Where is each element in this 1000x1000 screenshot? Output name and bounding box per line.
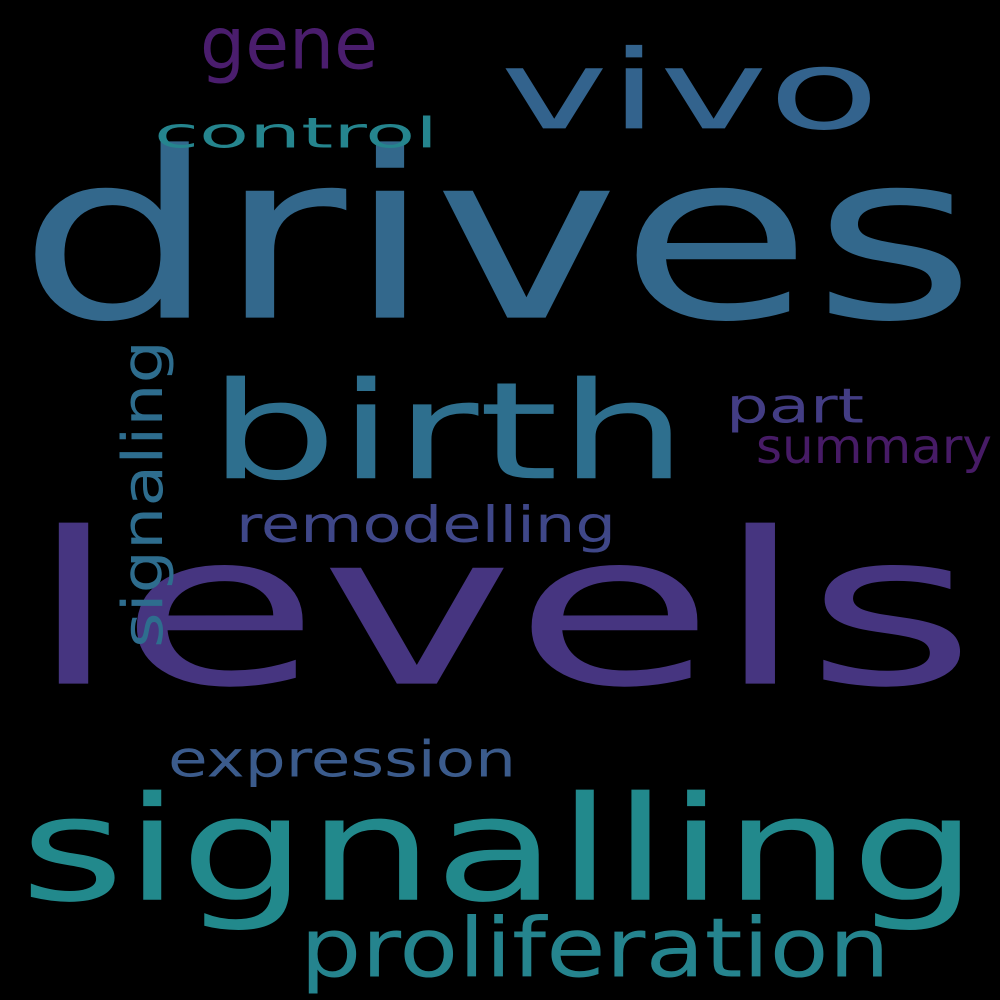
word-drives: drives: [18, 102, 976, 373]
word-signaling: signaling: [111, 339, 177, 648]
word-part: part: [726, 377, 864, 434]
word-vivo: vivo: [500, 27, 880, 155]
word-remodelling: remodelling: [236, 495, 616, 555]
word-summary: summary: [756, 419, 992, 475]
word-control: control: [154, 108, 438, 158]
word-gene: gene: [200, 1, 378, 86]
word-levels: levels: [28, 487, 976, 735]
word-signalling: signalling: [20, 765, 978, 935]
word-birth: birth: [208, 353, 688, 511]
word-proliferation: proliferation: [300, 900, 890, 997]
word-expression: expression: [168, 731, 516, 789]
